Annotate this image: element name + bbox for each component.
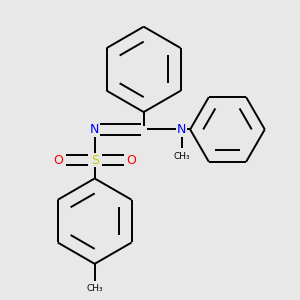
Text: N: N [90,123,99,136]
Text: CH₃: CH₃ [86,284,103,293]
Text: CH₃: CH₃ [174,152,190,161]
Text: N: N [177,123,186,136]
Text: O: O [126,154,136,166]
Text: O: O [53,154,63,166]
Text: S: S [91,154,99,166]
